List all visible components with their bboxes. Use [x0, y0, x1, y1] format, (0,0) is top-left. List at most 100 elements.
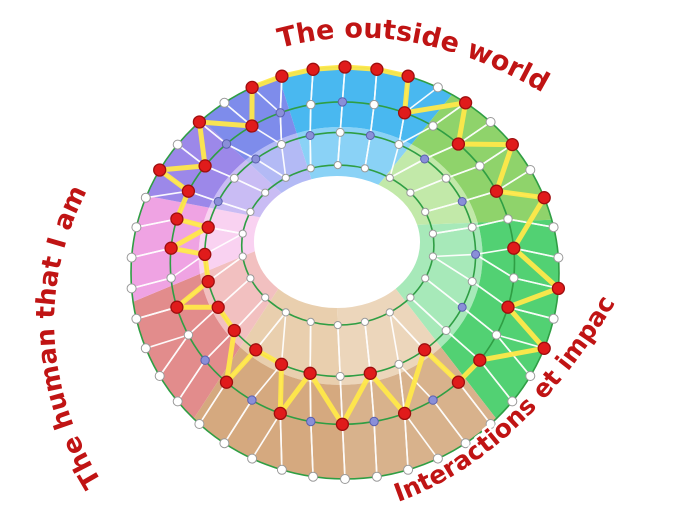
node-white: [281, 308, 290, 317]
spoke-line: [251, 363, 283, 401]
spoke-line: [339, 375, 344, 426]
node-purple: [457, 302, 467, 312]
spoke-line: [130, 247, 172, 259]
red-node: [192, 115, 207, 129]
spoke-line: [255, 158, 287, 179]
red-node: [397, 406, 412, 421]
spoke-line: [424, 200, 464, 213]
red-node: [397, 106, 412, 120]
node-white: [277, 140, 286, 149]
red-node: [245, 80, 259, 95]
spoke-line: [204, 232, 244, 256]
red-node: [249, 343, 263, 357]
spoke-line: [251, 412, 282, 460]
spoke-line: [471, 280, 509, 309]
node-white: [475, 161, 485, 171]
node-white: [154, 371, 165, 381]
node-white: [406, 188, 415, 197]
node-white: [276, 464, 287, 475]
node-white: [140, 192, 151, 203]
node-white: [491, 330, 502, 340]
node-white: [369, 99, 379, 110]
spoke-line: [170, 253, 206, 279]
spoke-line: [309, 420, 314, 478]
node-white: [360, 317, 369, 326]
red-node: [473, 353, 487, 367]
red-node: [451, 137, 466, 151]
sector-purple-outer: [146, 119, 246, 208]
spoke-line: [158, 334, 190, 377]
spoke-line: [198, 381, 228, 425]
node-white: [421, 207, 430, 216]
node-white: [131, 313, 142, 324]
node-white: [485, 419, 496, 429]
red-node: [335, 417, 350, 431]
node-purple: [305, 131, 315, 140]
nodes-layer: [126, 82, 564, 484]
node-white: [247, 453, 258, 464]
spoke-line: [432, 102, 467, 127]
red-node: [198, 159, 212, 173]
label-human-that-i-am: The human that I am: [31, 181, 108, 494]
spoke-line: [403, 412, 409, 471]
node-white: [340, 474, 350, 484]
red-node: [303, 366, 317, 380]
node-white: [406, 293, 415, 302]
node-white: [428, 252, 437, 261]
spoke-line: [398, 125, 434, 146]
red-node: [489, 184, 504, 198]
spoke-line: [403, 86, 439, 114]
red-node: [458, 96, 473, 110]
spoke-line: [398, 363, 406, 415]
red-node: [537, 191, 551, 205]
sector-tan-sw-inner: [240, 288, 341, 385]
spoke-line: [432, 253, 477, 258]
sector-blue-violet-inner: [245, 133, 312, 193]
spoke-line: [204, 329, 236, 362]
node-white: [432, 82, 443, 93]
spoke-line: [409, 296, 447, 332]
node-white: [306, 99, 316, 110]
node-purple: [428, 395, 438, 405]
spoke-line: [225, 143, 257, 160]
node-purple: [213, 197, 223, 206]
node-white: [394, 359, 404, 369]
node-white: [432, 453, 443, 464]
node-white: [308, 471, 319, 482]
spoke-line: [223, 399, 253, 445]
node-white: [507, 396, 518, 407]
node-purple: [221, 139, 232, 149]
spoke-line: [217, 277, 252, 309]
red-node: [170, 300, 184, 314]
node-white: [219, 438, 230, 449]
spoke-line: [135, 306, 178, 320]
node-white: [441, 326, 451, 335]
spoke-line: [512, 277, 560, 290]
spoke-line: [233, 177, 267, 194]
spoke-line: [461, 306, 498, 336]
spoke-line: [130, 277, 172, 290]
red-node: [507, 241, 521, 255]
node-white: [166, 273, 176, 283]
spoke-line: [495, 334, 546, 350]
spoke-line: [336, 324, 342, 378]
node-white: [503, 214, 513, 224]
red-node: [501, 300, 515, 314]
sector-purple-inner: [209, 160, 282, 218]
node-white: [385, 308, 394, 317]
node-white: [126, 283, 137, 294]
red-node: [306, 62, 320, 76]
spoke-line: [388, 311, 400, 366]
spoke-line: [424, 277, 464, 309]
sector-green-inner: [395, 222, 483, 348]
node-white: [467, 222, 477, 232]
sector-salmon-inner: [200, 251, 279, 348]
spoke-line: [233, 296, 267, 332]
spoke-line: [279, 112, 283, 146]
spoke-line: [364, 134, 372, 170]
red-node: [537, 341, 551, 355]
spoke-line: [341, 423, 346, 480]
node-purple: [365, 131, 375, 140]
